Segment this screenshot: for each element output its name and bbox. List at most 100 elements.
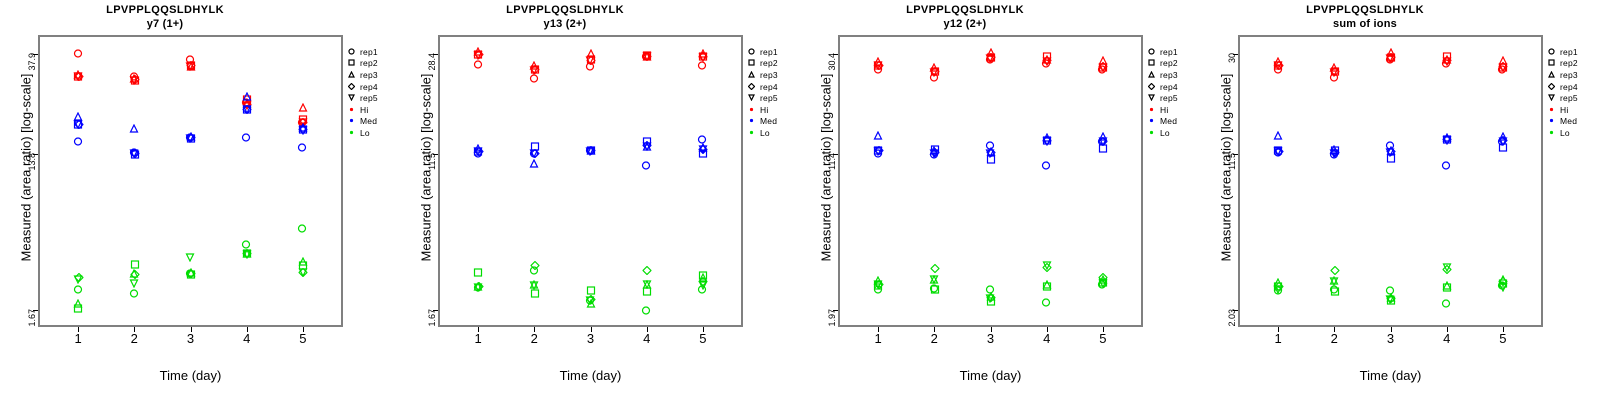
x-axis-label: Time (day) xyxy=(159,368,222,383)
legend-label: rep3 xyxy=(360,69,378,80)
data-point xyxy=(698,57,707,75)
x-tick-label: 2 xyxy=(930,331,938,346)
data-point xyxy=(298,139,307,157)
data-point xyxy=(1273,143,1283,161)
legend-symbol-triangle-up-icon xyxy=(745,70,758,80)
legend-label: rep2 xyxy=(1160,58,1178,69)
legend-symbol-square-icon xyxy=(745,58,758,68)
legend-item: Lo xyxy=(745,127,778,139)
data-point xyxy=(129,265,139,283)
data-point xyxy=(473,279,483,297)
legend-label: rep4 xyxy=(1560,81,1578,92)
legend-label: rep2 xyxy=(1560,58,1578,69)
data-point xyxy=(698,49,708,67)
legend-symbol-diamond-icon xyxy=(1145,82,1158,92)
y-tick-label: 11.4 xyxy=(827,152,837,170)
legend-label: rep3 xyxy=(1560,69,1578,80)
x-tick-mark xyxy=(646,327,648,332)
legend-label: Med xyxy=(760,116,778,127)
data-point xyxy=(529,277,539,295)
chart-panel: LPVPPLQQSLDHYLK y12 (2+) Measured (area ra… xyxy=(800,0,1200,400)
y-tick-mark xyxy=(33,309,38,311)
data-point xyxy=(1098,269,1109,287)
data-point xyxy=(985,50,995,68)
legend-label: Med xyxy=(1560,116,1578,127)
data-point xyxy=(1098,61,1107,79)
data-point xyxy=(929,59,939,77)
data-point xyxy=(73,271,83,289)
y-tick-label: 1.67 xyxy=(427,308,437,327)
data-point xyxy=(529,70,538,88)
data-point xyxy=(73,116,83,134)
legend-symbol-circle-icon xyxy=(745,47,758,57)
legend-item: rep3 xyxy=(1545,69,1578,81)
data-point xyxy=(873,145,882,163)
legend-item: rep1 xyxy=(345,46,378,58)
data-point xyxy=(1329,145,1339,163)
x-tick-label: 5 xyxy=(699,331,707,346)
panel-title: LPVPPLQQSLDHYLK xyxy=(1306,4,1424,16)
x-tick-label: 1 xyxy=(1274,331,1282,346)
data-point xyxy=(1442,261,1452,279)
x-tick-mark xyxy=(302,327,304,332)
x-tick-label: 1 xyxy=(474,331,482,346)
legend-symbol-dot-icon xyxy=(745,116,758,126)
data-point xyxy=(242,129,251,147)
data-point xyxy=(873,143,883,161)
data-point xyxy=(1042,133,1051,151)
data-point xyxy=(1442,157,1451,175)
legend-item: rep5 xyxy=(1145,92,1178,104)
data-point xyxy=(1273,53,1283,71)
y-tick-label: 30 xyxy=(1227,52,1237,63)
legend-label: Lo xyxy=(1160,127,1170,138)
legend-item: Hi xyxy=(345,104,378,116)
legend-item: rep4 xyxy=(345,81,378,93)
x-tick-mark xyxy=(1334,327,1336,332)
y-tick-mark xyxy=(33,153,38,155)
data-point xyxy=(185,249,195,267)
data-point xyxy=(529,257,540,275)
data-point xyxy=(1385,291,1395,309)
data-point xyxy=(1329,281,1338,299)
legend-symbol-dot-icon xyxy=(345,105,358,115)
x-tick-label: 2 xyxy=(1330,331,1338,346)
data-point xyxy=(129,275,139,293)
x-tick-label: 5 xyxy=(1099,331,1107,346)
legend-item: Lo xyxy=(1145,127,1178,139)
data-point xyxy=(698,281,707,299)
legend-item: Hi xyxy=(1545,104,1578,116)
x-tick-mark xyxy=(78,327,80,332)
data-point xyxy=(473,143,483,161)
legend-item: rep5 xyxy=(745,92,778,104)
data-point xyxy=(129,266,140,284)
legend-item: rep5 xyxy=(345,92,378,104)
x-tick-mark xyxy=(990,327,992,332)
x-tick-label: 4 xyxy=(643,331,651,346)
data-point xyxy=(130,256,139,274)
legend-label: Hi xyxy=(1160,104,1169,115)
legend-item: Lo xyxy=(345,127,378,139)
legend-symbol-dot-icon xyxy=(345,116,358,126)
data-point xyxy=(1329,262,1340,280)
data-point xyxy=(985,290,995,308)
x-tick-mark xyxy=(534,327,536,332)
legend-label: rep4 xyxy=(360,81,378,92)
data-point xyxy=(1042,157,1051,175)
legend-item: Med xyxy=(1145,116,1178,128)
data-point xyxy=(642,276,651,294)
y-tick-label: 2.03 xyxy=(1227,308,1237,327)
data-point xyxy=(186,265,196,283)
legend-symbol-triangle-up-icon xyxy=(345,70,358,80)
legend-item: rep4 xyxy=(745,81,778,93)
data-point xyxy=(1098,275,1108,293)
data-point xyxy=(1386,44,1395,62)
data-point xyxy=(929,64,939,82)
legend-label: Med xyxy=(360,116,378,127)
data-point xyxy=(1042,257,1051,275)
data-point xyxy=(242,236,251,254)
legend-symbol-diamond-icon xyxy=(745,82,758,92)
data-point xyxy=(1273,127,1283,145)
data-point xyxy=(698,131,707,149)
data-point xyxy=(1098,128,1108,146)
data-point xyxy=(1498,279,1508,297)
